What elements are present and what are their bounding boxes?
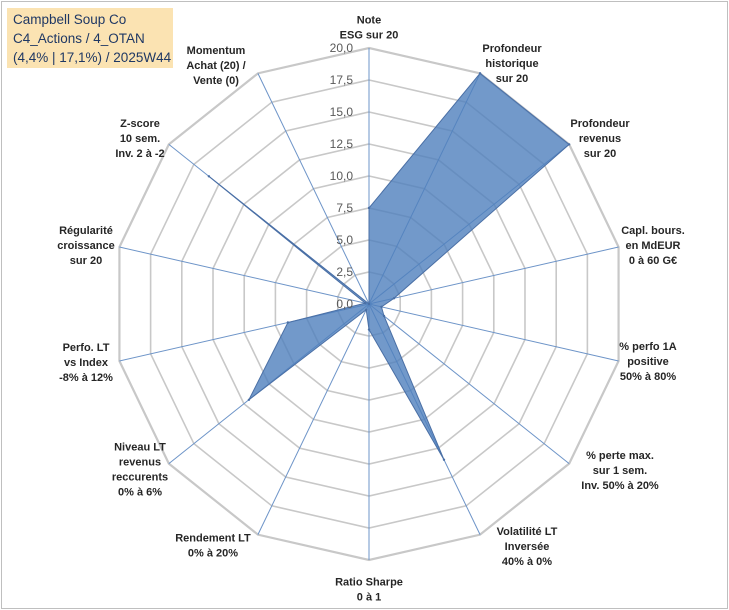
- axis-labels: Note ESG sur 20 Profondeur historique sur 20…: [57, 15, 685, 604]
- axis-label-line: Profondeur: [570, 118, 630, 130]
- data-point: [367, 328, 371, 331]
- axis-label-line: reccurents: [112, 472, 168, 484]
- axis-label-line: Inv. 2 à -2: [115, 148, 164, 160]
- data-point: [207, 175, 211, 178]
- axis-label-line: Régularité: [59, 225, 113, 237]
- axis-label-line: Note: [357, 15, 381, 27]
- axis-label-line: ESG sur 20: [340, 30, 399, 42]
- axis-label: Perfo. LT vs Index -8% à 12%: [59, 342, 113, 384]
- data-point: [567, 143, 571, 146]
- axis-label-line: revenus: [119, 457, 161, 469]
- axis-label-line: Inversée: [505, 541, 550, 553]
- axis-label: Ratio Sharpe 0 à 1: [335, 577, 403, 604]
- series-area: [208, 72, 570, 460]
- axis-label-line: 0% à 6%: [118, 487, 162, 499]
- axis-label: Profondeur historique sur 20: [482, 43, 542, 85]
- axis-spoke: [368, 303, 570, 465]
- axis-label-line: Momentum: [187, 45, 246, 57]
- data-point: [382, 314, 386, 318]
- tick-label: 5,0: [336, 233, 353, 247]
- tick-label: 20,0: [330, 41, 354, 55]
- axis-label-line: 40% à 0%: [502, 556, 552, 568]
- axis-label-line: 0 à 60 G€: [629, 255, 677, 267]
- axis-spoke: [368, 303, 619, 362]
- axis-label-line: -8% à 12%: [59, 372, 113, 384]
- axis-label-line: sur 1 sem.: [593, 465, 647, 477]
- axis-label-line: Capl. bours.: [621, 225, 685, 237]
- axis-label-line: Perfo. LT: [63, 342, 110, 354]
- axis-label: Momentum Achat (20) / Vente (0): [186, 45, 245, 87]
- axis-spoke: [257, 73, 370, 305]
- axis-label-line: Profondeur: [482, 43, 542, 55]
- axis-label-line: Ratio Sharpe: [335, 577, 403, 589]
- axis-label-line: Vente (0): [193, 75, 239, 87]
- tick-label: 2,5: [336, 265, 353, 279]
- axis-label-line: croissance: [57, 240, 114, 252]
- axis-label-line: positive: [627, 356, 669, 368]
- data-point: [380, 305, 383, 309]
- tick-label: 17,5: [330, 73, 354, 87]
- performance-week: (4,4% | 17,1%) / 2025W44: [13, 50, 172, 65]
- axis-label-line: Rendement LT: [175, 533, 251, 545]
- axis-spoke: [368, 246, 619, 305]
- chart-header: Campbell Soup Co C4_Actions / 4_OTAN (4,…: [7, 8, 173, 68]
- axis-label-line: en MdEUR: [626, 240, 681, 252]
- axis-label-line: 10 sem.: [120, 133, 160, 145]
- data-point: [286, 321, 290, 324]
- axis-label-line: 0 à 1: [357, 592, 381, 604]
- axis-label-line: sur 20: [496, 73, 528, 85]
- axis-label: Profondeur revenus sur 20: [570, 118, 630, 160]
- axis-label-line: Achat (20) /: [186, 60, 245, 72]
- data-point: [367, 302, 371, 306]
- axis-label-line: sur 20: [584, 148, 616, 160]
- axis-label-line: Z-score: [120, 118, 160, 130]
- tick-label: 10,0: [330, 169, 354, 183]
- portfolio-path: C4_Actions / 4_OTAN: [13, 31, 145, 46]
- axis-label-line: vs Index: [64, 357, 109, 369]
- axis-label: Note ESG sur 20: [340, 15, 399, 42]
- axis-label: % perfo 1A positive 50% à 80%: [619, 341, 677, 383]
- axis-label-line: 0% à 20%: [188, 548, 238, 560]
- tick-label: 15,0: [330, 105, 354, 119]
- axis-label: Régularité croissance sur 20: [57, 225, 114, 267]
- axis-label-line: sur 20: [70, 255, 102, 267]
- axis-spoke: [257, 303, 370, 535]
- axis-label-line: Inv. 50% à 20%: [581, 480, 659, 492]
- axis-label: Niveau LT revenus reccurents 0% à 6%: [112, 442, 168, 499]
- data-point: [247, 398, 251, 401]
- data-point: [478, 72, 482, 75]
- axis-label: Volatilité LT Inversée 40% à 0%: [497, 526, 558, 568]
- data-point: [367, 206, 371, 210]
- radial-tick-labels: 0,0 2,5 5,0 7,5 10,0 12,5 15,0 17,5 20,0: [330, 41, 354, 311]
- axis-spoke: [119, 246, 370, 305]
- axis-label-line: % perfo 1A: [619, 341, 677, 353]
- axis-label: Capl. bours. en MdEUR 0 à 60 G€: [621, 225, 685, 267]
- axis-label-line: Volatilité LT: [497, 526, 558, 538]
- axis-label-line: revenus: [579, 133, 621, 145]
- tick-label: 0,0: [336, 297, 353, 311]
- axis-label-line: 50% à 80%: [620, 371, 676, 383]
- data-point: [392, 297, 396, 300]
- axis-label-line: % perte max.: [586, 450, 654, 462]
- tick-label: 12,5: [330, 137, 354, 151]
- company-name: Campbell Soup Co: [13, 12, 127, 27]
- radar-series: [207, 72, 571, 461]
- data-point: [442, 458, 446, 461]
- axis-label: Rendement LT 0% à 20%: [175, 533, 251, 560]
- axis-label-line: historique: [485, 58, 538, 70]
- axis-label: Z-score 10 sem. Inv. 2 à -2: [115, 118, 164, 160]
- data-point: [364, 301, 367, 305]
- tick-label: 7,5: [336, 201, 353, 215]
- data-point: [365, 308, 368, 311]
- axis-label: % perte max. sur 1 sem. Inv. 50% à 20%: [581, 450, 659, 492]
- axis-label-line: Niveau LT: [114, 442, 166, 454]
